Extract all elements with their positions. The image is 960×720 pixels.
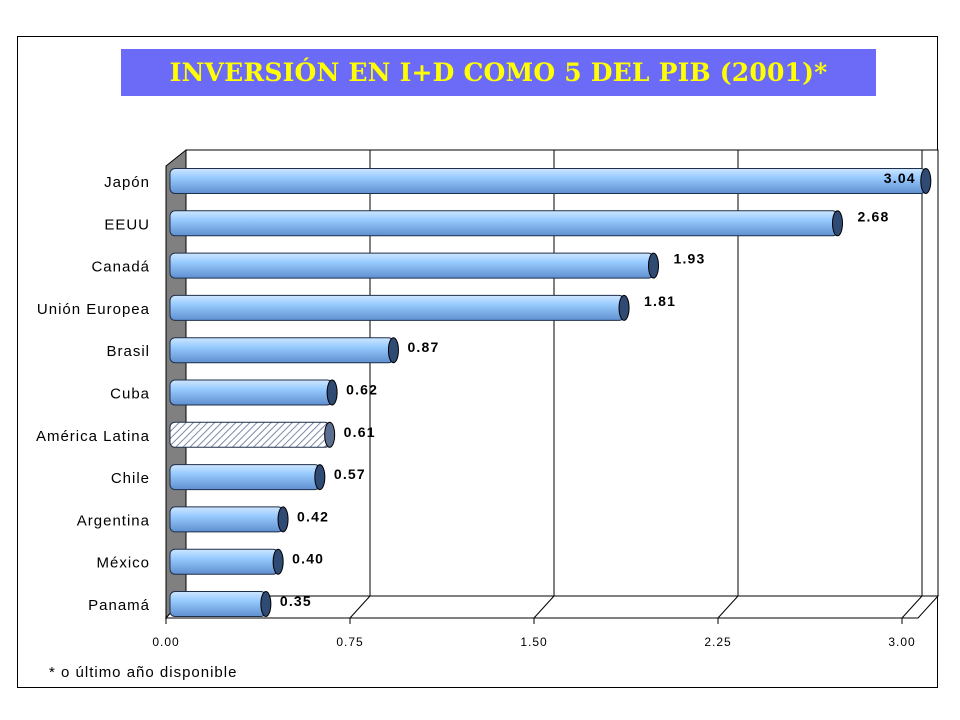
bar [169,548,279,575]
x-tick-label: 1.50 [520,635,547,649]
category-label: Brasil [106,343,150,360]
chart-title: INVERSIÓN EN I+D COMO 5 DEL PIB (2001)* [169,58,828,87]
category-label: América Latina [36,428,150,445]
gridline-floor [901,595,923,619]
gridline-floor [717,595,739,619]
bar [169,210,838,237]
value-label: 0.35 [280,593,312,609]
x-tick-label: 3.00 [888,635,915,649]
gridline-floor [533,595,555,619]
bar-end-cap [314,464,326,491]
bar-end-cap [387,337,399,364]
bar [169,168,927,194]
x-tick-label: 2.25 [704,635,731,649]
bar-end-cap [831,210,843,237]
bar [169,294,625,321]
bar-end-cap [618,294,630,321]
value-label: 2.68 [857,208,889,224]
bar-end-cap [920,168,932,194]
bar-end-cap [272,548,284,575]
bar [169,337,394,364]
bar [169,421,331,448]
value-label: 0.62 [346,382,378,398]
bar [169,591,267,617]
bar-end-cap [647,252,659,279]
bar-end-cap [277,506,289,533]
value-label: 0.57 [334,466,366,482]
bar [169,252,654,279]
value-label: 0.87 [407,339,439,355]
bar [169,379,333,406]
category-label: EEUU [104,216,150,233]
value-label: 1.81 [644,293,676,309]
category-label: Cuba [110,386,150,403]
category-label: Unión Europea [37,301,150,318]
category-label: Argentina [77,512,150,529]
value-label: 0.61 [344,424,376,440]
gridline-floor [349,595,371,619]
bar-end-cap [260,591,272,617]
category-label: Japón [104,174,150,191]
value-label: 0.40 [292,551,324,567]
bar-end-cap [324,421,336,448]
bar-end-cap [326,379,338,406]
bar [169,506,284,533]
value-label: 1.93 [673,251,705,267]
category-label: Canadá [91,259,150,276]
category-label: Panamá [88,597,150,614]
category-label: México [96,555,150,572]
value-label: 3.04 [884,170,916,186]
x-tick-label: 0.00 [152,635,179,649]
value-label: 0.42 [297,508,329,524]
chart-title-box: INVERSIÓN EN I+D COMO 5 DEL PIB (2001)* [121,49,876,96]
bar [169,464,321,491]
x-tick-label: 0.75 [336,635,363,649]
footnote: * o último año disponible [49,664,238,681]
category-label: Chile [111,470,150,487]
